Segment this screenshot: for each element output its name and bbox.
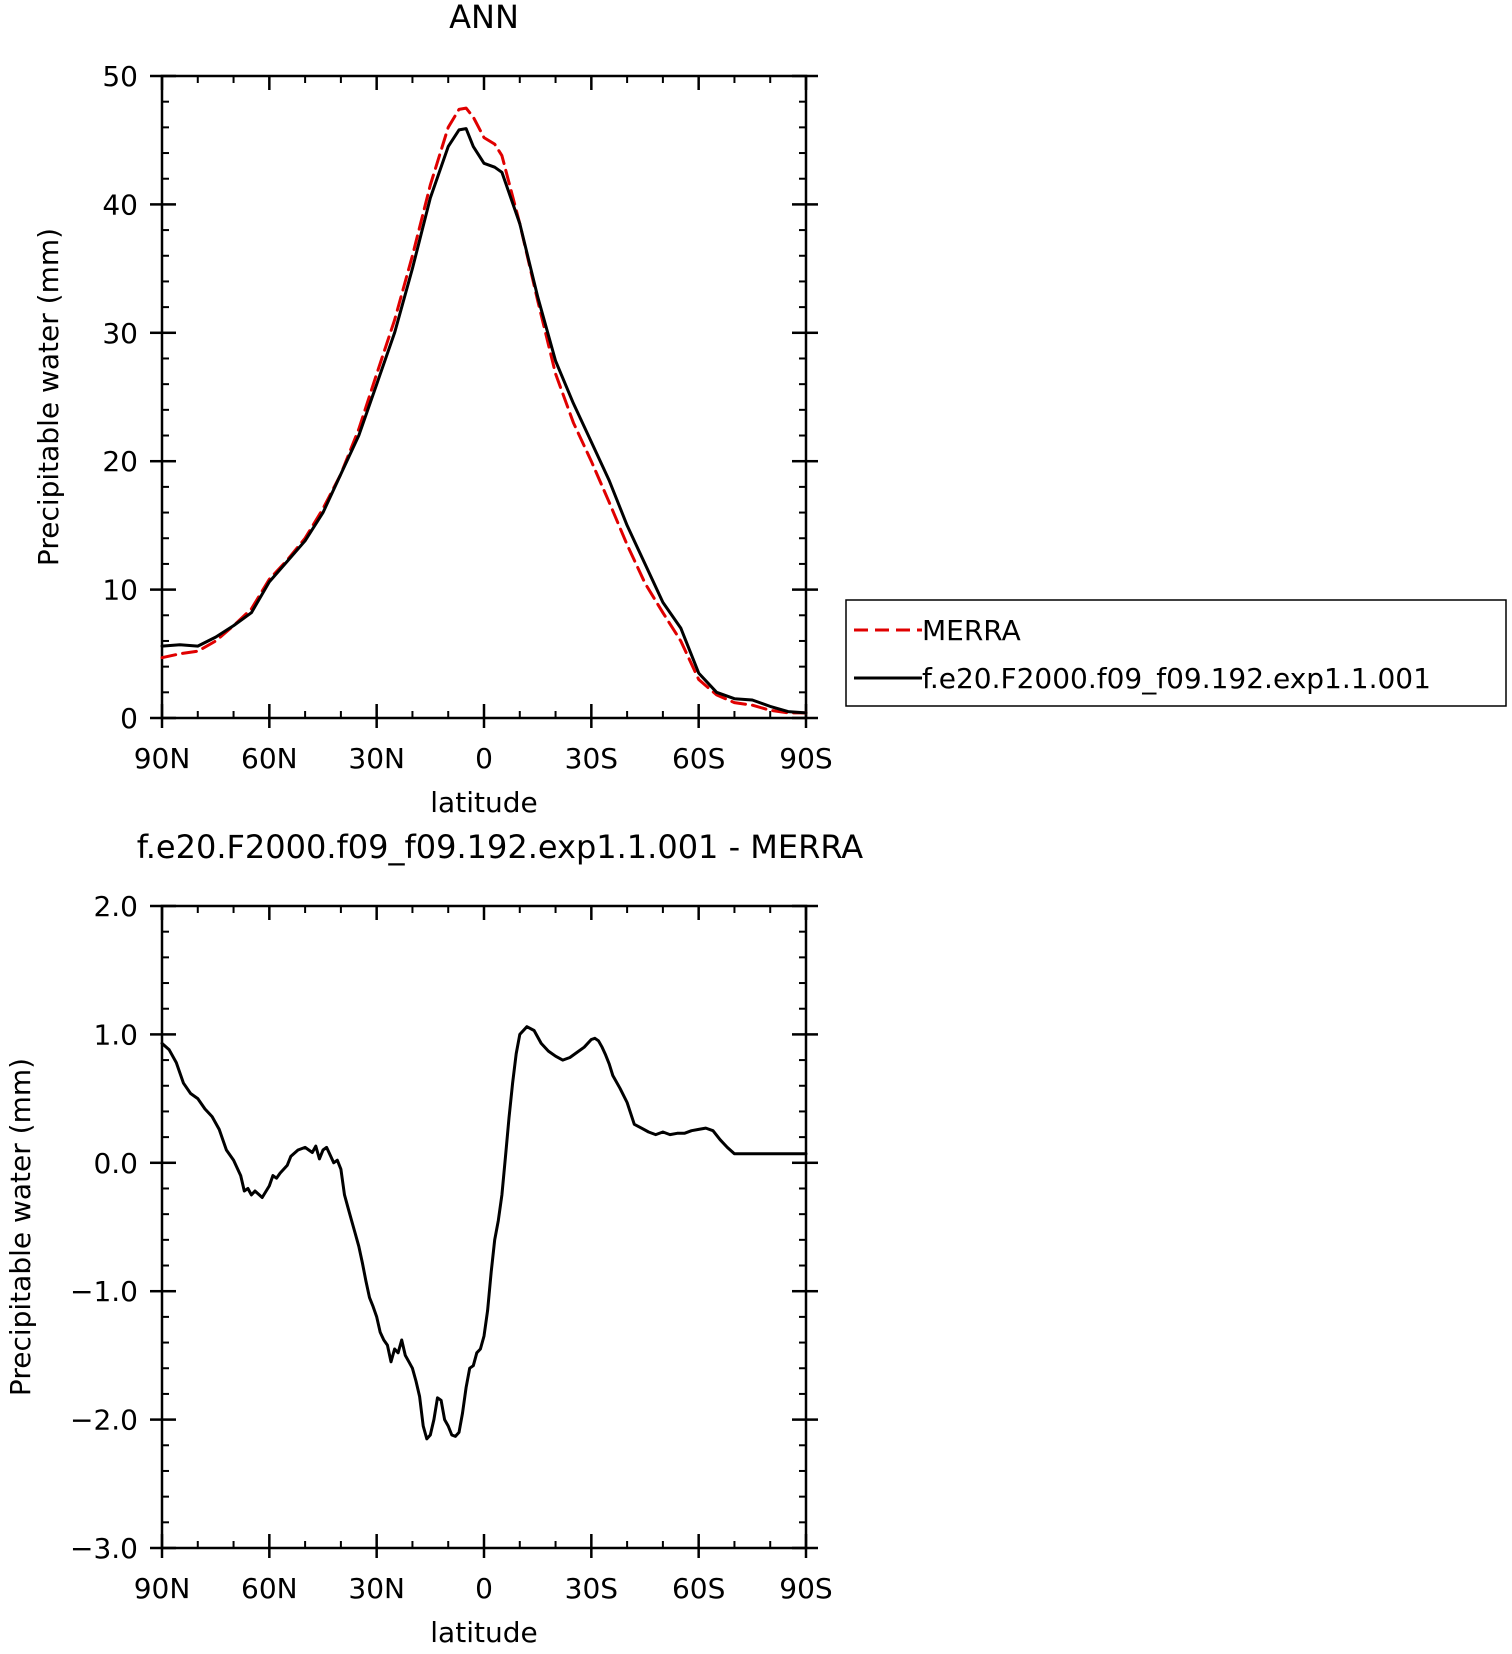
chart-1-series-line-1	[160, 106, 808, 715]
chart-1-x-tick-label: 30N	[348, 742, 405, 775]
chart-1-x-axis-label: latitude	[430, 786, 537, 819]
chart-1-x-tick-label: 60S	[672, 742, 725, 775]
chart-1-x-tick-label: 90N	[134, 742, 191, 775]
chart-1-y-tick-label: 0	[120, 702, 138, 735]
chart-2-y-tick-label: −2.0	[70, 1404, 138, 1437]
chart-2-x-tick-label: 30S	[565, 1572, 618, 1605]
chart-1-x-tick-label: 60N	[241, 742, 298, 775]
chart-2-y-tick-label: −1.0	[70, 1275, 138, 1308]
chart-2-x-tick-label: 30N	[348, 1572, 405, 1605]
chart-1-title: ANN	[449, 0, 519, 36]
chart-1-y-tick-label: 10	[102, 574, 138, 607]
chart-2-title: f.e20.F2000.f09_f09.192.exp1.1.001 - MER…	[137, 828, 864, 866]
chart-2-y-tick-label: 1.0	[93, 1018, 138, 1051]
chart-1-series-line-2	[160, 127, 808, 715]
chart-2-x-tick-label: 0	[475, 1572, 493, 1605]
chart-2-x-tick-label: 60N	[241, 1572, 298, 1605]
chart-2-y-tick-label: 2.0	[93, 890, 138, 923]
chart-2-x-tick-label: 90N	[134, 1572, 191, 1605]
chart-1-x-tick-label: 30S	[565, 742, 618, 775]
chart-2-x-axis-label: latitude	[430, 1616, 537, 1649]
chart-2-plot-frame	[160, 904, 808, 1550]
chart-1-plot-frame	[160, 74, 808, 720]
chart-2-x-tick-label: 90S	[779, 1572, 832, 1605]
chart-1-y-tick-label: 40	[102, 188, 138, 221]
chart-1-x-tick-label: 0	[475, 742, 493, 775]
chart-1-y-axis-label: Precipitable water (mm)	[32, 228, 65, 566]
legend-label-1: MERRA	[922, 614, 1021, 647]
chart-1-y-tick-label: 20	[102, 445, 138, 478]
chart-2-y-tick-label: −3.0	[70, 1532, 138, 1565]
chart-1-x-tick-label: 90S	[779, 742, 832, 775]
legend-label-2: f.e20.F2000.f09_f09.192.exp1.1.001	[922, 662, 1431, 695]
chart-2-y-axis-label: Precipitable water (mm)	[4, 1058, 37, 1396]
legend-box	[845, 599, 1507, 707]
chart-1-y-tick-label: 30	[102, 317, 138, 350]
chart-2-series-line-1	[160, 1025, 808, 1441]
chart-1-y-tick-label: 50	[102, 60, 138, 93]
chart-2-x-tick-label: 60S	[672, 1572, 725, 1605]
chart-2-y-tick-label: 0.0	[93, 1147, 138, 1180]
